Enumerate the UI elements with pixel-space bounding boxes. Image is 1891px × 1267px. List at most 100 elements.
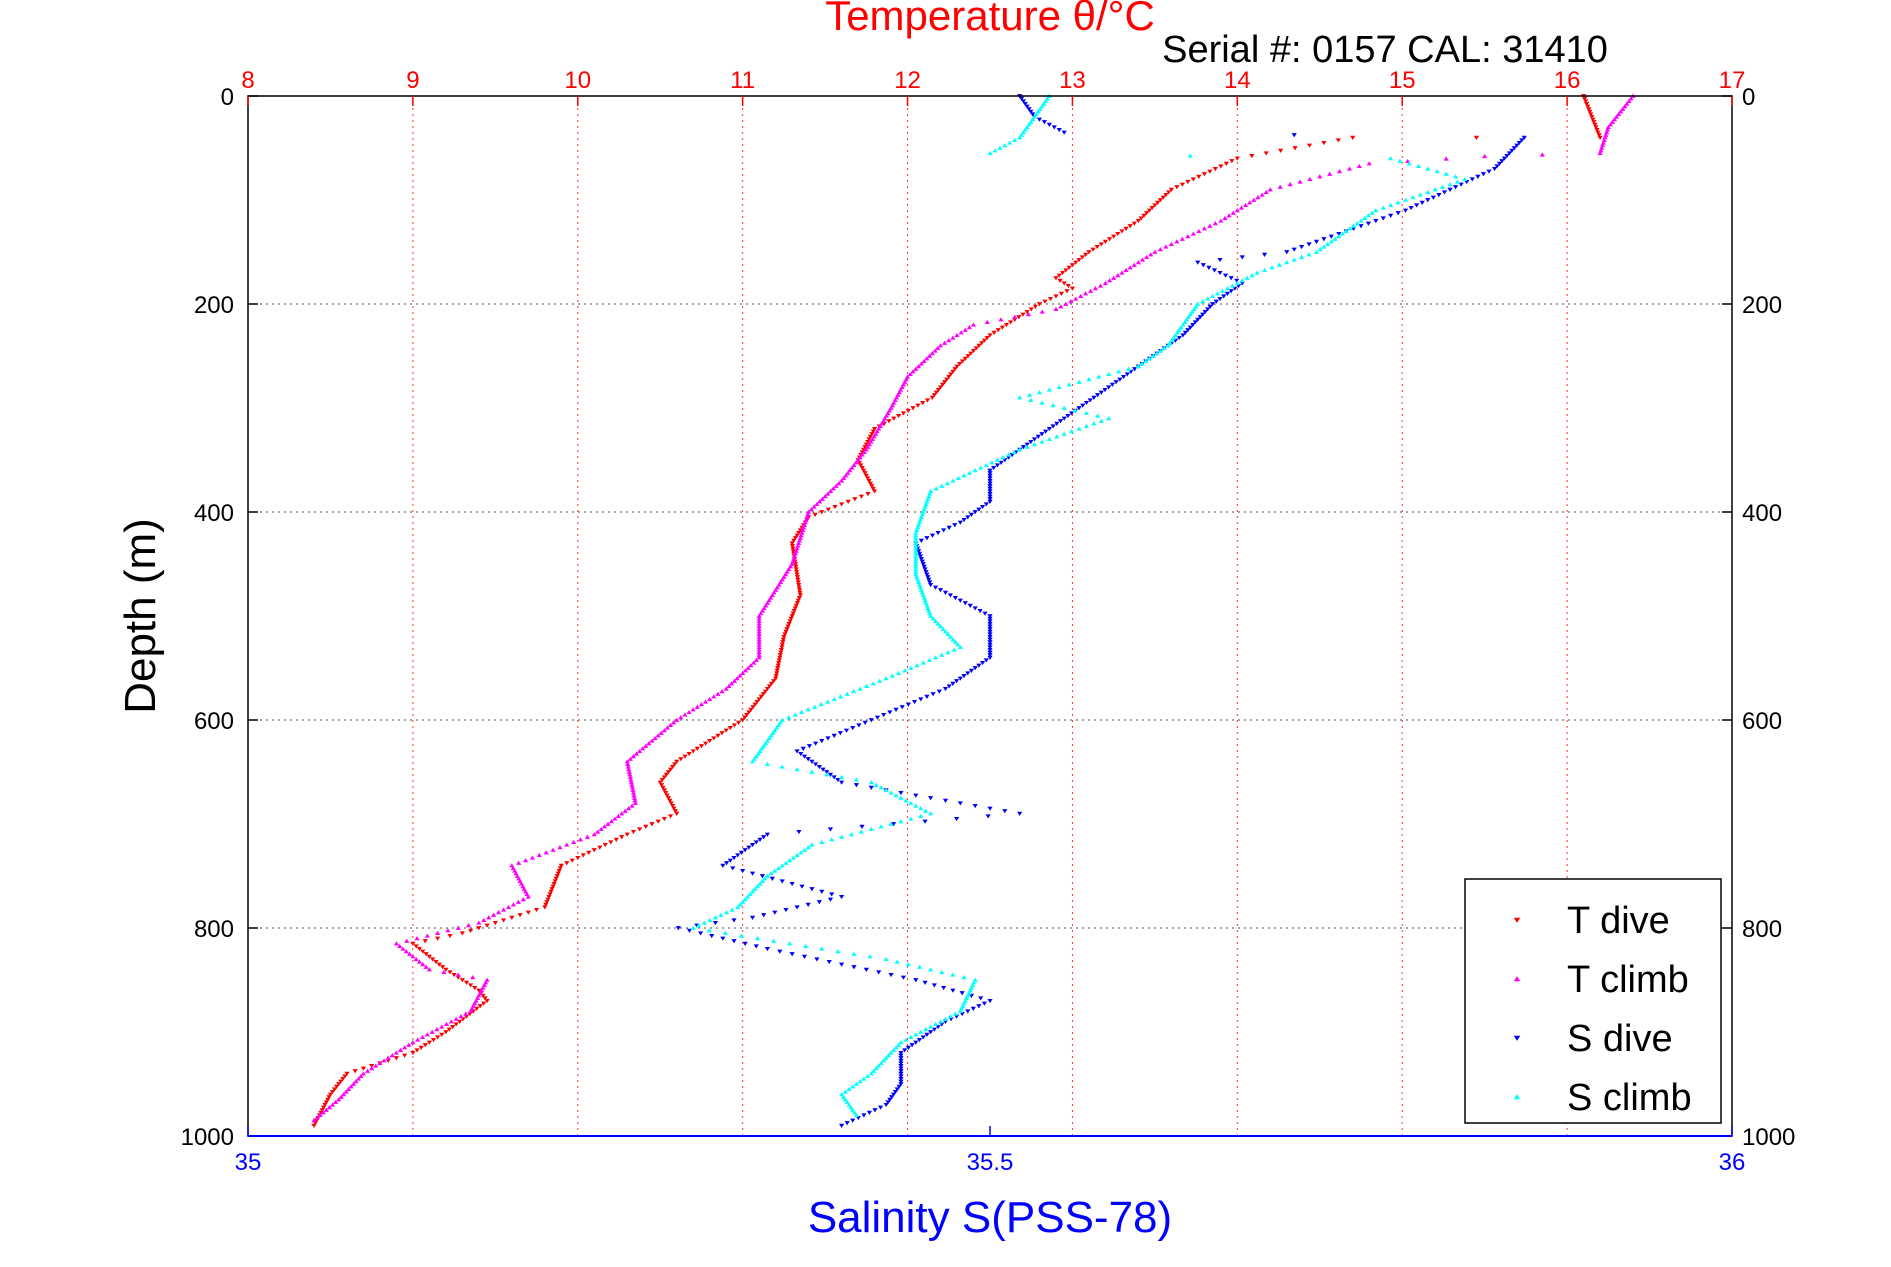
data-point (1219, 288, 1226, 293)
data-point (637, 748, 643, 754)
data-point (796, 538, 803, 543)
data-point (663, 772, 670, 777)
data-point (926, 657, 933, 663)
data-point (972, 468, 978, 473)
data-point (731, 678, 738, 683)
data-point (790, 559, 796, 564)
data-point (874, 715, 881, 720)
data-point (869, 432, 875, 437)
data-point (839, 478, 845, 483)
data-point (1201, 226, 1207, 231)
data-point (952, 523, 958, 528)
data-point (1106, 237, 1113, 242)
data-point (850, 1107, 856, 1112)
data-point (477, 1004, 483, 1009)
data-point (962, 601, 968, 606)
data-point (1057, 419, 1064, 424)
data-point (856, 723, 862, 728)
data-point (898, 1058, 904, 1063)
data-point (850, 1084, 856, 1089)
data-point (1056, 384, 1062, 390)
data-point (472, 985, 478, 991)
data-point (1462, 176, 1468, 182)
data-point (731, 939, 737, 944)
data-point (832, 504, 838, 510)
data-point (1325, 241, 1331, 247)
data-point (816, 900, 822, 905)
data-point (446, 1027, 452, 1032)
data-point (1182, 330, 1188, 335)
data-point (983, 502, 989, 507)
data-point (1069, 263, 1076, 268)
data-point (1254, 270, 1260, 275)
data-point (1041, 120, 1048, 125)
data-point (369, 1066, 375, 1071)
data-point (870, 429, 876, 434)
data-point (536, 852, 542, 858)
data-point (987, 478, 993, 484)
data-point (1516, 140, 1522, 146)
data-point (778, 647, 784, 653)
data-point (928, 796, 934, 801)
data-point (1596, 133, 1602, 138)
data-point (447, 933, 453, 939)
data-point (857, 455, 863, 460)
data-point (1123, 226, 1129, 231)
data-point (1109, 382, 1116, 387)
data-point (455, 972, 461, 977)
data-point (515, 899, 522, 904)
data-point (851, 1110, 858, 1115)
data-point (944, 481, 950, 486)
data-point (853, 777, 860, 782)
data-point (932, 585, 939, 590)
data-point (774, 585, 780, 590)
data-point (686, 751, 692, 757)
temperature-tick-label: 11 (730, 67, 755, 94)
data-point (414, 936, 420, 941)
data-point (803, 943, 809, 949)
data-point (1415, 163, 1422, 169)
data-point (1504, 153, 1510, 159)
data-point (1358, 218, 1364, 223)
data-point (749, 842, 756, 848)
data-point (819, 946, 825, 951)
data-point (924, 398, 931, 403)
data-point (982, 611, 988, 616)
data-point (1042, 299, 1048, 304)
data-point (369, 1063, 375, 1069)
data-point (311, 1123, 317, 1128)
data-point (794, 767, 800, 772)
data-point (827, 897, 834, 902)
data-point (320, 1110, 326, 1115)
data-point (1223, 161, 1229, 166)
data-point (722, 930, 728, 936)
data-point (898, 1076, 904, 1082)
data-point (1597, 150, 1603, 156)
data-point (1346, 166, 1353, 171)
data-point (410, 1040, 416, 1045)
data-point (801, 522, 808, 527)
data-point (496, 910, 502, 915)
data-point (1195, 260, 1201, 265)
data-point (1443, 171, 1449, 176)
data-point (900, 411, 907, 416)
data-point (768, 595, 774, 600)
data-point (866, 478, 872, 484)
data-point (780, 640, 786, 645)
data-point (661, 788, 667, 793)
data-point (921, 358, 927, 364)
data-point (865, 439, 871, 445)
data-point (914, 527, 920, 533)
data-point (801, 754, 808, 759)
data-point (761, 605, 767, 611)
data-point (1167, 340, 1173, 345)
data-point (777, 579, 784, 585)
data-point (1611, 117, 1618, 122)
data-point (323, 1100, 329, 1105)
data-point (979, 341, 985, 346)
data-point (764, 873, 770, 878)
data-point (465, 923, 472, 928)
data-point (913, 551, 919, 556)
data-point (1205, 307, 1211, 312)
